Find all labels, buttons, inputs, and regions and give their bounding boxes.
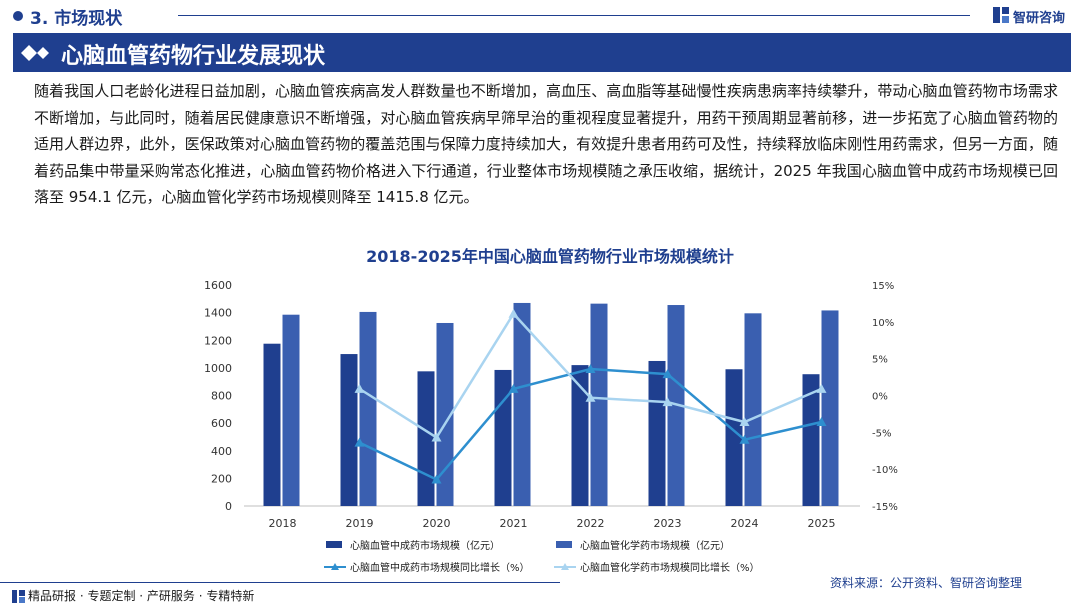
y-right-tick-label: 15% [872, 281, 894, 292]
line-marker [585, 363, 596, 373]
line-marker [508, 383, 519, 393]
y-left-tick-label: 1200 [204, 334, 232, 347]
diamond-icon [21, 45, 49, 61]
bar-tcm [263, 343, 281, 506]
description-paragraph: 随着我国人口老龄化进程日益加剧，心脑血管疾病高发人群数量也不断增加，高血压、高血… [34, 82, 1058, 206]
line-marker [662, 369, 673, 379]
bar-tcm [802, 374, 820, 506]
line-marker [739, 417, 750, 427]
bar-tcm [725, 369, 743, 506]
x-tick-label: 2022 [577, 517, 605, 530]
line-marker [354, 383, 365, 393]
line-marker [431, 474, 442, 484]
bar-tcm [417, 371, 435, 506]
y-left-tick-label: 200 [211, 472, 232, 485]
y-left-tick-label: 1000 [204, 362, 232, 375]
bar-tcm [340, 354, 358, 506]
page-title: 心脑血管药物行业发展现状 [61, 44, 326, 69]
title-bar: 心脑血管药物行业发展现状 [13, 33, 1071, 72]
legend-marker [561, 563, 569, 570]
x-tick-label: 2023 [654, 517, 682, 530]
line-marker [816, 383, 827, 393]
bar-chemical [744, 313, 762, 506]
data-source: 资料来源：公开资料、智研咨询整理 [830, 576, 1023, 590]
y-left-tick-label: 400 [211, 445, 232, 458]
y-right-tick-label: -10% [872, 465, 898, 476]
x-tick-label: 2018 [269, 517, 297, 530]
y-left-tick-label: 1400 [204, 307, 232, 320]
bar-chemical [359, 311, 377, 506]
bar-chemical [821, 310, 839, 506]
x-tick-label: 2020 [423, 517, 451, 530]
brand-logo: 智研咨询 [992, 6, 1080, 26]
y-right-tick-label: 0% [872, 392, 888, 403]
legend-label: 心脑血管中成药市场规模同比增长（%） [350, 561, 530, 574]
line-marker [739, 434, 750, 444]
legend-label: 心脑血管化学药市场规模（亿元） [580, 539, 730, 552]
top-bar: 3. 市场现状 智研咨询 [0, 0, 1080, 32]
y-right-tick-label: 10% [872, 318, 894, 329]
legend-label: 心脑血管化学药市场规模同比增长（%） [580, 561, 760, 574]
y-right-tick-label: 5% [872, 355, 888, 366]
y-left-tick-label: 1600 [204, 279, 232, 292]
legend-swatch [326, 541, 342, 548]
y-left-tick-label: 0 [225, 500, 232, 513]
footer-logo-icon [12, 590, 25, 603]
x-tick-label: 2019 [346, 517, 374, 530]
x-tick-label: 2025 [808, 517, 836, 530]
chart-title: 2018-2025年中国心脑血管药物行业市场规模统计 [366, 247, 734, 266]
footer-divider [0, 582, 560, 583]
line-marker [431, 432, 442, 442]
footer-services: 精品研报 · 专题定制 · 产研服务 · 专精特新 [28, 589, 255, 603]
bar-tcm [494, 369, 512, 506]
line-marker [585, 392, 596, 402]
line-marker [354, 437, 365, 447]
bar-tcm [648, 360, 666, 506]
brand-logo-icon [993, 7, 1009, 23]
bar-chemical [513, 302, 531, 506]
x-tick-label: 2021 [500, 517, 528, 530]
bar-tcm [571, 365, 589, 506]
y-right-tick-label: -15% [872, 502, 898, 513]
bar-chemical [282, 314, 300, 506]
y-left-tick-label: 600 [211, 417, 232, 430]
legend-marker [331, 563, 339, 570]
bar-chemical [590, 303, 608, 506]
line-marker [816, 417, 827, 427]
y-right-tick-label: -5% [872, 428, 891, 439]
legend-label: 心脑血管中成药市场规模（亿元） [350, 539, 500, 552]
bar-chemical [436, 322, 454, 506]
x-tick-label: 2024 [731, 517, 759, 530]
legend-swatch [556, 541, 572, 548]
line-marker [662, 397, 673, 407]
section-bullet [13, 11, 23, 21]
line-marker [508, 308, 519, 318]
header-divider [178, 15, 970, 16]
y-left-tick-label: 800 [211, 390, 232, 403]
section-label: 3. 市场现状 [30, 9, 123, 29]
brand-name: 智研咨询 [1013, 11, 1066, 26]
